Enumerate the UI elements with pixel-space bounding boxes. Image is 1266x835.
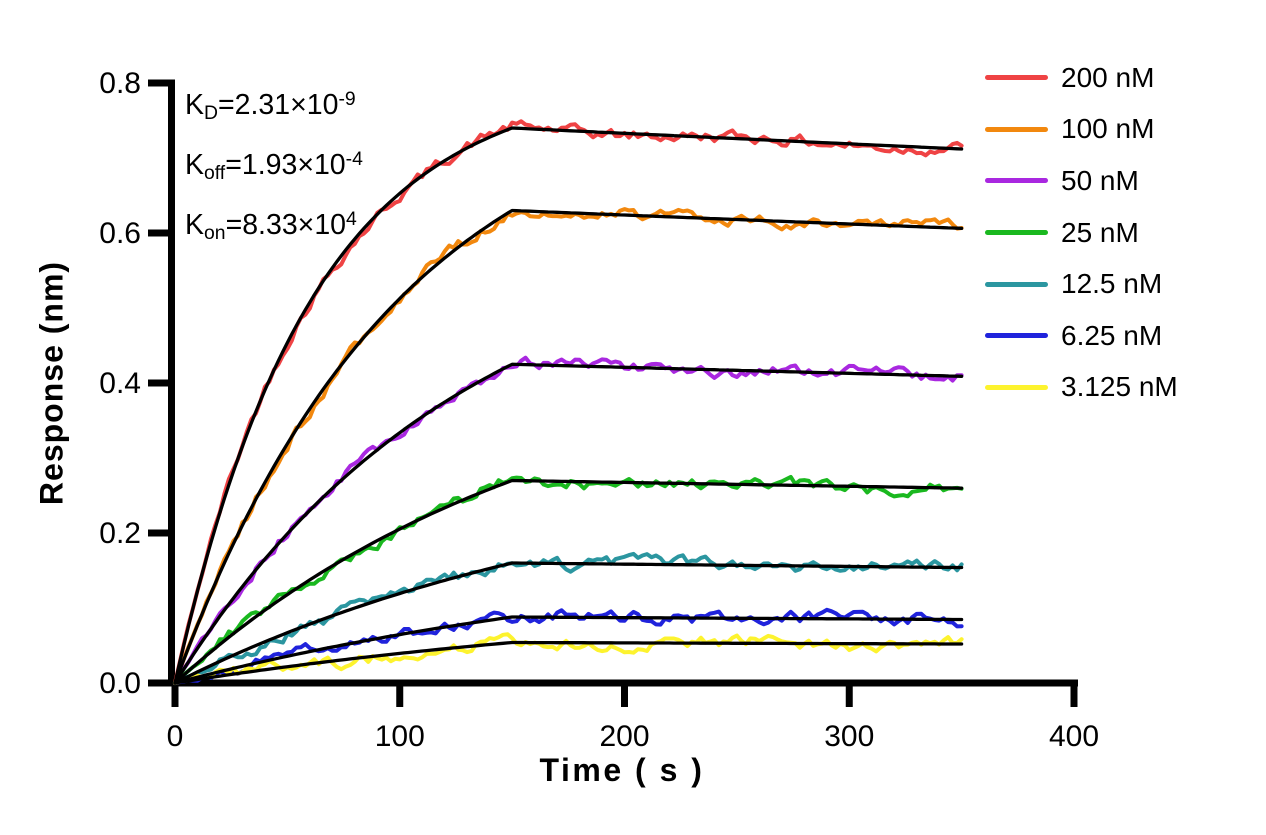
legend-item-25-nM: 25 nM	[985, 207, 1178, 259]
kinetics-subscript: D	[204, 102, 218, 124]
legend-color-line	[985, 230, 1048, 236]
x-tick-label: 200	[599, 720, 649, 753]
y-tick-label: 0.6	[99, 217, 141, 250]
fit-curve-50nM	[173, 362, 964, 685]
data-curve-100nM	[173, 207, 964, 685]
y-axis-title: Response (nm)	[33, 260, 70, 506]
x-tick-label: 300	[824, 720, 874, 753]
legend-label: 6.25 nM	[1061, 319, 1163, 351]
kinetics-line-off: Koff=1.93×10-4	[185, 136, 363, 196]
x-tick-label: 0	[167, 720, 184, 753]
legend-item-50-nM: 50 nM	[985, 155, 1178, 207]
legend-color-line	[985, 333, 1048, 339]
kinetics-value: =1.93×10	[225, 149, 346, 181]
kinetics-line-on: Kon=8.33×104	[185, 196, 363, 256]
data-curve-25nM	[173, 474, 964, 685]
fit-curve-3.125nM	[173, 640, 964, 685]
legend-label: 200 nM	[1061, 61, 1155, 93]
fit-curve-25nM	[173, 478, 964, 685]
x-tick-label: 400	[1049, 720, 1099, 753]
legend-color-line	[985, 75, 1048, 81]
legend-item-200-nM: 200 nM	[985, 52, 1178, 104]
x-axis-title: Time ( s )	[539, 752, 705, 788]
kinetics-exponent: -4	[345, 148, 363, 170]
kinetics-value: =2.31×10	[218, 89, 339, 121]
data-curve-6.25nM	[173, 607, 964, 685]
legend-label: 100 nM	[1061, 113, 1155, 145]
legend-color-line	[985, 281, 1048, 287]
y-tick-label: 0.8	[99, 67, 141, 100]
kinetics-exponent: 4	[346, 208, 357, 230]
legend: 200 nM 100 nM 50 nM 25 nM 12.5 nM 6.25 nM 3.12…	[985, 52, 1178, 413]
legend-item-3.125-nM: 3.125 nM	[985, 362, 1178, 414]
kinetics-symbol: K	[185, 89, 205, 121]
kinetic-constants-annotation: KD=2.31×10-9 Koff=1.93×10-4 Kon=8.33×104	[185, 76, 363, 256]
fit-curve-100nM	[173, 208, 964, 685]
kinetics-subscript: off	[204, 162, 226, 184]
kinetics-exponent: -9	[338, 88, 356, 110]
y-tick-label: 0.4	[99, 367, 141, 400]
legend-label: 25 nM	[1061, 216, 1139, 248]
kinetics-symbol: K	[185, 149, 205, 181]
x-tick-label: 100	[375, 720, 425, 753]
fit-curve-200nM	[173, 126, 964, 685]
legend-color-line	[985, 178, 1048, 184]
legend-label: 3.125 nM	[1061, 371, 1178, 403]
legend-label: 50 nM	[1061, 164, 1139, 196]
legend-label: 12.5 nM	[1061, 268, 1163, 300]
y-tick-label: 0.2	[99, 517, 141, 550]
fit-curve-12.5nM	[173, 561, 964, 685]
kinetics-subscript: on	[204, 222, 226, 244]
fit-curve-6.25nM	[173, 615, 964, 685]
legend-item-6.25-nM: 6.25 nM	[985, 310, 1178, 362]
legend-item-12.5-nM: 12.5 nM	[985, 258, 1178, 310]
kinetics-symbol: K	[185, 209, 205, 241]
legend-item-100-nM: 100 nM	[985, 104, 1178, 156]
legend-color-line	[985, 126, 1048, 132]
kinetics-line-D: KD=2.31×10-9	[185, 76, 363, 136]
y-tick-label: 0.0	[99, 667, 141, 700]
kinetics-value: =8.33×10	[225, 209, 347, 241]
legend-color-line	[985, 384, 1048, 390]
data-curve-200nM	[173, 119, 964, 685]
